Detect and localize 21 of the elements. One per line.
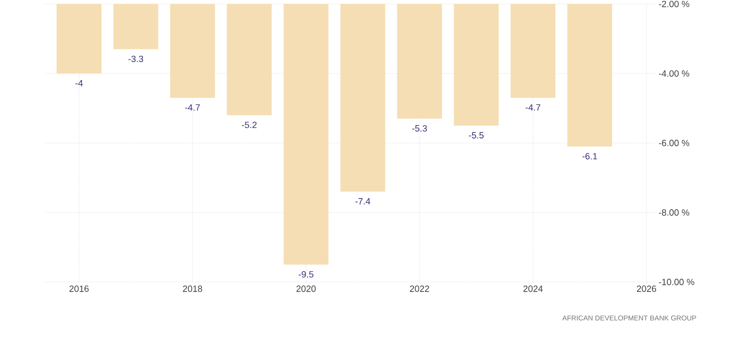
data-label: -5.5 [468, 132, 484, 138]
y-tick-label: -8.00 % [658, 209, 690, 216]
data-label: -3.3 [128, 56, 144, 62]
y-tick-label: -6.00 % [658, 140, 690, 146]
x-tick-label: 2022 [410, 286, 430, 292]
data-label: -5.3 [412, 125, 427, 132]
y-tick-label: -2.00 % [658, 0, 690, 8]
y-tick-label: -10.00 % [658, 278, 694, 286]
data-label: -4 [75, 80, 83, 86]
data-label: -4.7 [526, 104, 540, 111]
data-label: -7.4 [355, 198, 370, 204]
x-tick-label: 2024 [523, 286, 543, 292]
data-label: -9.5 [298, 271, 314, 278]
x-tick-label: 2018 [182, 286, 202, 292]
x-tick-label: 2020 [296, 286, 316, 292]
x-tick-label: 2016 [69, 286, 89, 292]
data-label: -5.2 [242, 122, 257, 128]
y-tick-label: -4.00 % [658, 70, 690, 77]
data-label: -4.7 [185, 104, 200, 111]
data-label: -6.1 [582, 153, 598, 160]
x-tick-label: 2026 [636, 286, 656, 292]
